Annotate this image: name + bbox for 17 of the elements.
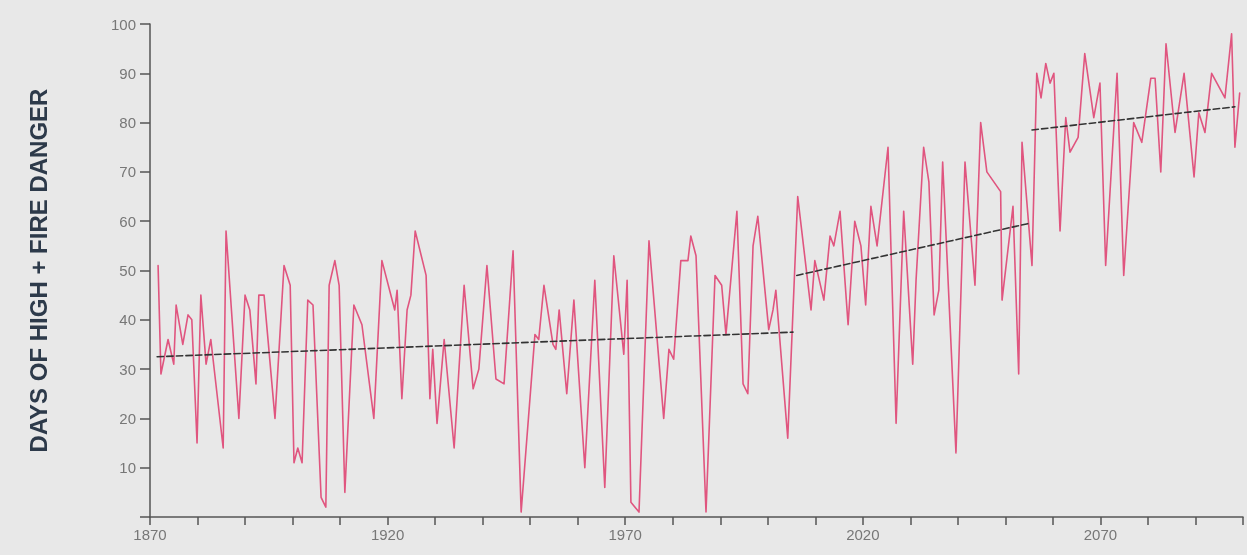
y-tick-label: 20 [119,409,136,427]
y-tick-label: 100 [110,15,136,33]
y-tick-label: 50 [119,262,136,279]
x-tick-label: 1920 [370,526,405,543]
line-series [157,33,1241,513]
x-tick-label: 2020 [846,526,880,543]
x-tick-label: 2070 [1083,526,1118,543]
y-axis-title: DAYS OF HIGH + FIRE DANGER [24,88,52,453]
y-tick-label: 60 [119,212,136,230]
y-tick-label: 90 [119,64,136,82]
y-tick-label: 40 [119,311,136,329]
x-tick-label: 1970 [608,526,642,543]
y-tick-label: 80 [119,114,136,132]
y-tick-label: 30 [119,360,136,378]
y-tick-label: 10 [119,459,136,477]
y-tick-label: 70 [119,163,136,181]
x-tick-label: 1870 [133,526,167,543]
